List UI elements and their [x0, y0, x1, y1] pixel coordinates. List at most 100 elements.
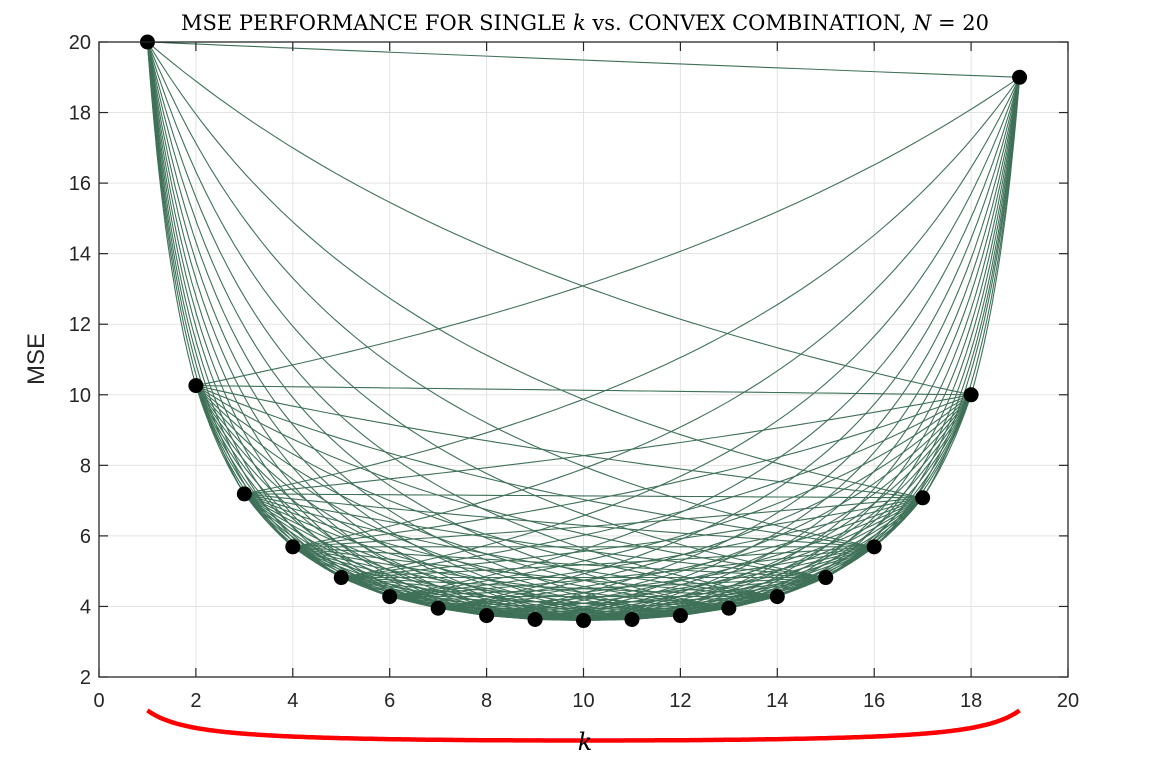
y-tick-label: 20 — [69, 32, 91, 54]
combination-curve — [292, 546, 778, 598]
lower-envelope-curve — [146, 708, 1021, 743]
combination-curve — [292, 77, 1020, 548]
combination-curve — [825, 394, 972, 578]
single-k-point — [479, 608, 495, 624]
y-tick-label: 12 — [69, 314, 91, 336]
combination-curve — [147, 41, 972, 396]
combination-curve — [486, 576, 826, 617]
x-tick-label: 2 — [190, 690, 201, 712]
combination-curve — [873, 77, 1021, 548]
combination-curve — [146, 41, 245, 495]
combination-curve — [825, 77, 1021, 578]
combination-curve — [146, 41, 923, 499]
combination-curve — [244, 493, 778, 598]
y-tick-label: 4 — [80, 596, 91, 618]
x-tick-label: 8 — [481, 690, 492, 712]
chart-title: MSE PERFORMANCE FOR SINGLE k vs. CONVEX … — [181, 11, 989, 35]
single-k-point — [672, 608, 688, 624]
combination-curve — [438, 497, 923, 609]
combination-curve — [777, 77, 1021, 598]
x-tick-label: 20 — [1057, 690, 1079, 712]
combination-curve — [438, 546, 875, 609]
combination-curve — [438, 394, 972, 609]
x-tick-label: 6 — [384, 690, 395, 712]
single-k-point — [866, 539, 882, 555]
x-tick-label: 10 — [572, 690, 594, 712]
grid-lines — [98, 41, 1069, 678]
combination-curve — [341, 77, 1021, 579]
y-tick-label: 6 — [80, 526, 91, 548]
combination-curve — [728, 77, 1021, 609]
y-axis-label: MSE — [23, 333, 50, 385]
single-k-point — [818, 570, 834, 586]
combination-curve — [680, 394, 972, 617]
y-tick-labels: 2 4 6 8 10 12 14 16 18 20 — [69, 32, 91, 689]
title-k: k — [573, 11, 586, 35]
combination-curve — [195, 385, 923, 499]
combination-curve — [583, 394, 972, 622]
single-k-point — [963, 387, 979, 403]
combination-curve — [438, 596, 778, 609]
title-N: N — [912, 11, 932, 35]
single-k-point — [430, 600, 446, 616]
x-tick-label: 12 — [669, 690, 691, 712]
y-tick-label: 16 — [69, 173, 91, 195]
single-k-point — [721, 600, 737, 616]
combination-curve — [583, 77, 1021, 622]
x-axis-label: k — [578, 728, 593, 756]
single-k-point — [236, 486, 252, 502]
combination-curve — [486, 546, 875, 617]
combination-curve — [244, 394, 972, 495]
combination-curve — [146, 41, 875, 548]
combination-curve — [631, 77, 1021, 621]
combination-curve — [728, 394, 972, 609]
title-prefix: MSE PERFORMANCE FOR SINGLE — [181, 11, 573, 35]
combination-curve — [486, 77, 1021, 617]
x-tick-label: 14 — [766, 690, 788, 712]
y-tick-label: 2 — [80, 667, 91, 689]
single-k-point — [769, 589, 785, 605]
combination-curve — [389, 497, 923, 598]
x-tick-label: 0 — [93, 690, 104, 712]
combination-curve — [146, 41, 584, 622]
combination-curve — [680, 77, 1021, 617]
combination-curve — [146, 41, 294, 548]
combination-curve — [146, 41, 826, 579]
axis-ticks — [98, 41, 1069, 678]
combination-curve — [195, 385, 875, 548]
combination-curve — [195, 76, 1020, 387]
combination-curve — [243, 493, 584, 622]
combination-curve — [389, 394, 972, 598]
combination-curve — [146, 41, 730, 609]
y-tick-label: 10 — [69, 385, 91, 407]
y-tick-label: 8 — [80, 455, 91, 477]
x-tick-label: 4 — [287, 690, 298, 712]
combination-curve — [292, 394, 972, 548]
single-k-points — [139, 34, 1028, 629]
x-tick-label: 16 — [863, 690, 885, 712]
combination-curve — [777, 394, 972, 598]
combination-curve — [244, 493, 923, 499]
y-tick-label: 14 — [69, 244, 91, 266]
single-k-point — [915, 490, 931, 506]
y-tick-label: 18 — [69, 103, 91, 125]
single-k-point — [382, 589, 398, 605]
combination-curve — [389, 77, 1021, 598]
combination-curve — [244, 493, 826, 579]
title-suffix: = 20 — [931, 11, 989, 35]
combination-curve — [195, 385, 972, 396]
title-middle: vs. CONVEX COMBINATION, — [586, 11, 913, 35]
combination-curve — [195, 385, 826, 579]
single-k-point — [188, 378, 204, 394]
combination-curve — [922, 77, 1021, 499]
single-k-point — [285, 539, 301, 555]
combination-curve — [146, 41, 633, 621]
combination-curve — [389, 596, 729, 609]
single-k-point — [624, 611, 640, 627]
combination-curve — [486, 394, 972, 617]
combination-curve — [146, 41, 536, 621]
combination-curve — [195, 385, 681, 617]
combination-curve — [583, 497, 923, 622]
combination-curve — [146, 41, 778, 598]
